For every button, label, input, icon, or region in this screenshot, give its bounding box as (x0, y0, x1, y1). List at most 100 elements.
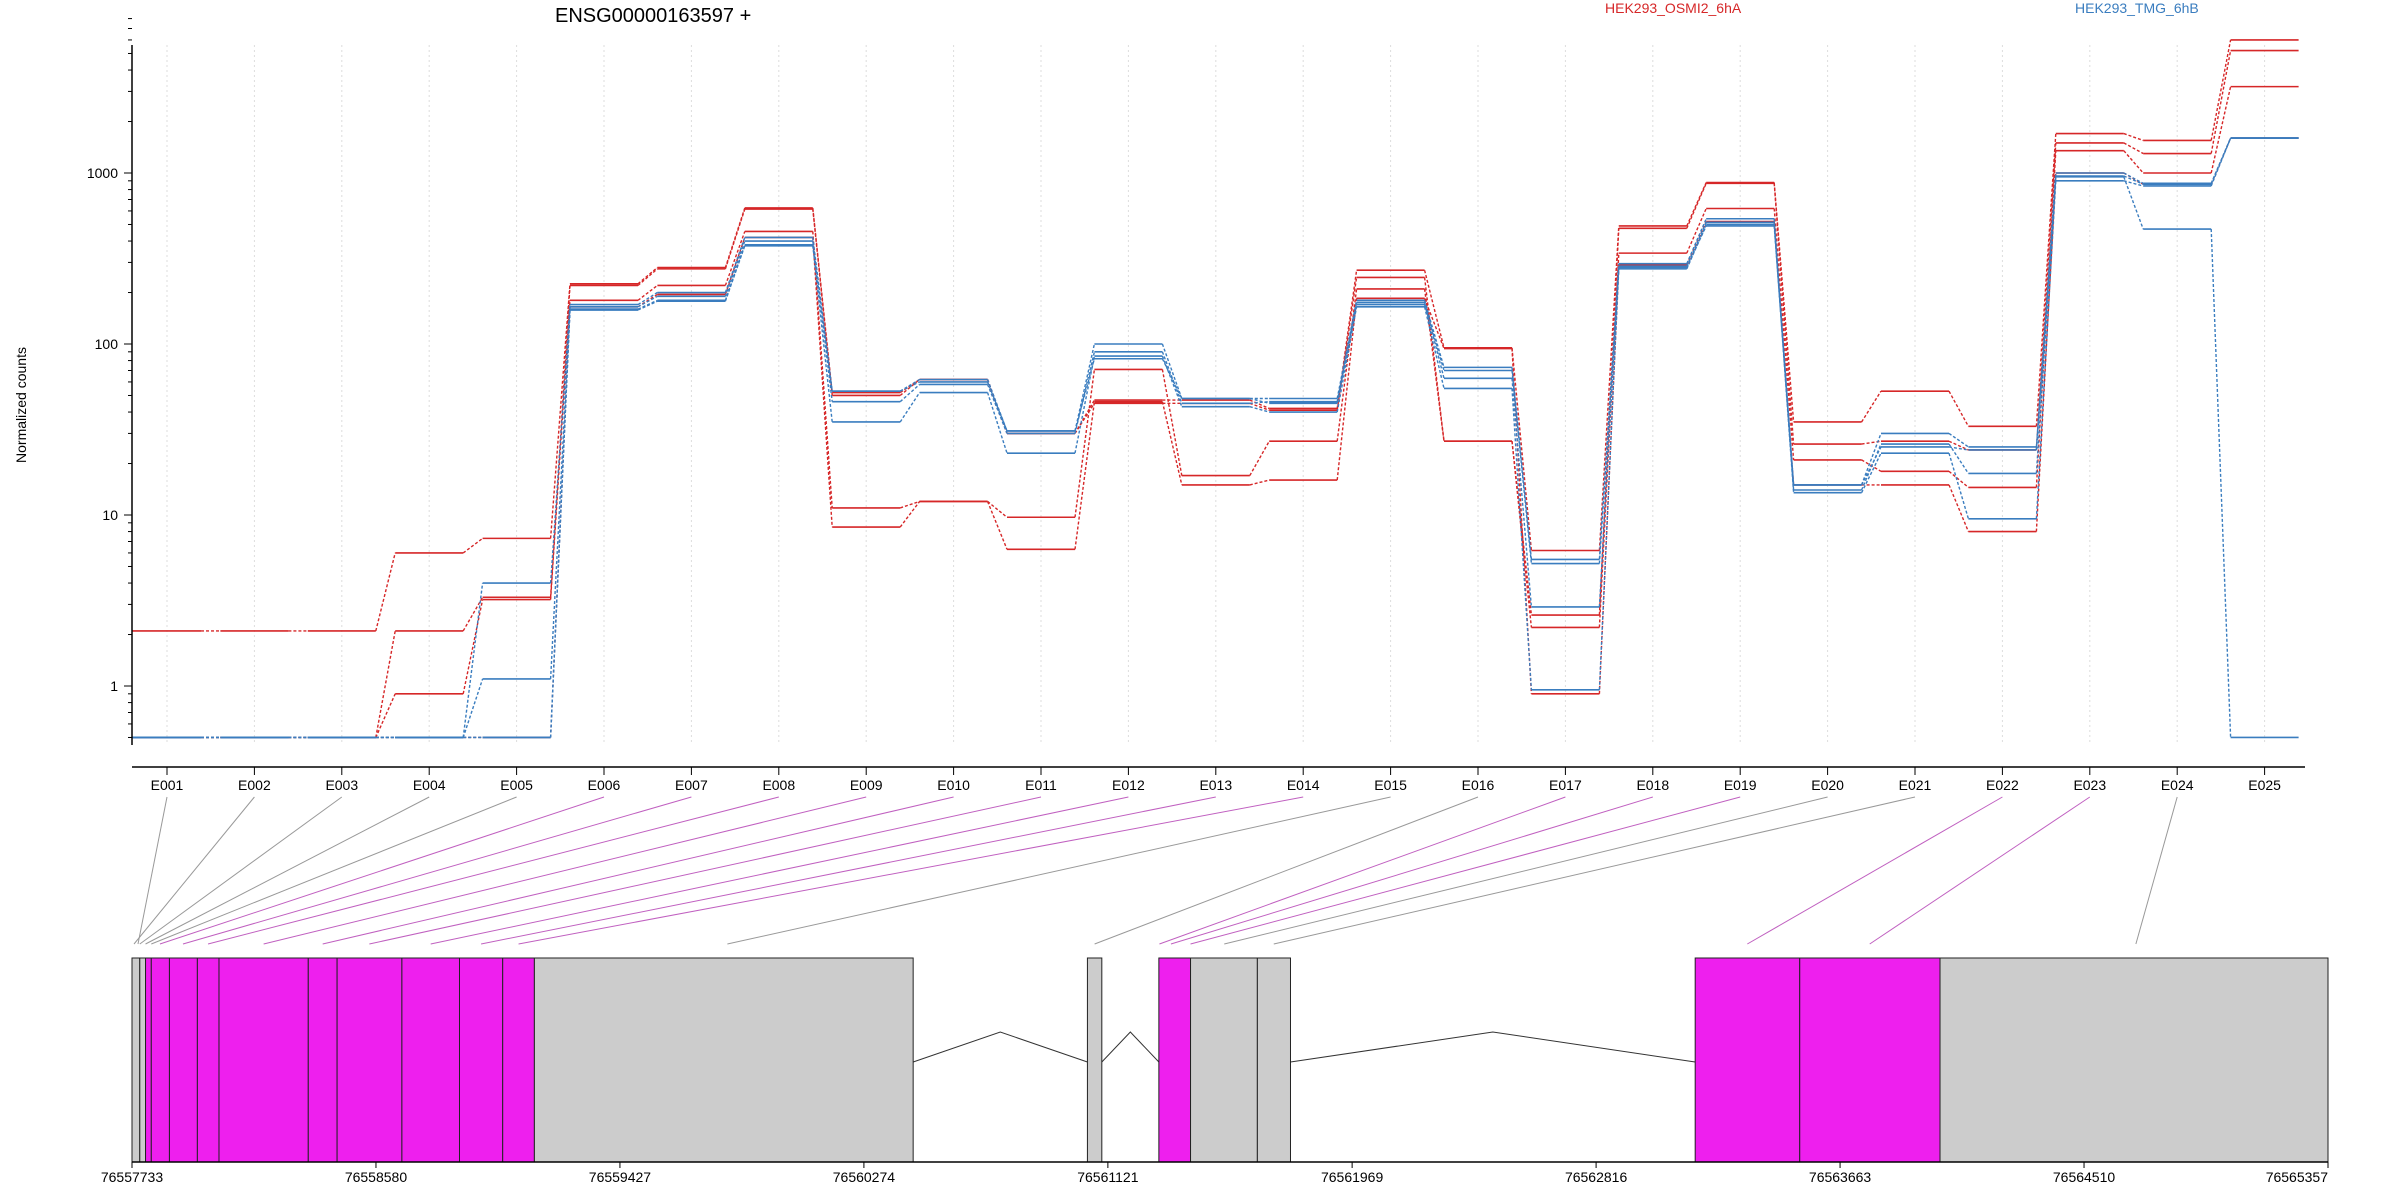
gene-model (131, 957, 2329, 1163)
coord-tick-label: 76561969 (1321, 1169, 1384, 1185)
exon-block (1158, 957, 1192, 1163)
series-connector (1598, 268, 1620, 690)
exon-link (182, 796, 692, 945)
exon-link (369, 796, 1042, 945)
intron-line (912, 1031, 1088, 1063)
x-tick-label: E006 (588, 777, 621, 793)
exon-block (502, 957, 535, 1163)
series-6 (132, 137, 2299, 739)
series-connector (1336, 288, 1358, 442)
exon-block (145, 957, 152, 1163)
series-connector (724, 231, 746, 286)
series-connector (1686, 208, 1707, 254)
series-connector (1074, 358, 1096, 432)
series-connector (2123, 180, 2144, 187)
exon-block (533, 957, 914, 1163)
exon-block (401, 957, 460, 1163)
series-1 (132, 49, 2299, 739)
x-tick-label: E017 (1549, 777, 1582, 793)
intron-line (1290, 1031, 1696, 1063)
series-connector (987, 500, 1008, 518)
exon-link (207, 796, 779, 945)
series-connector (899, 383, 921, 403)
x-tick-label: E022 (1986, 777, 2019, 793)
exon-link (1159, 796, 1566, 945)
x-tick-label: E018 (1636, 777, 1669, 793)
exon-block (150, 957, 170, 1163)
exon-block (1694, 957, 1801, 1163)
series-connector (986, 392, 1008, 454)
series-connector (1423, 306, 1445, 389)
exon-block (131, 957, 141, 1163)
series-connector (1423, 302, 1445, 379)
series-connector (1249, 402, 1270, 411)
series-connector (899, 501, 921, 528)
exon-link (133, 796, 255, 945)
y-tick-label: 10 (102, 507, 118, 523)
series-connector (1249, 406, 1270, 413)
series-connector (1074, 402, 1095, 434)
series-connector (1423, 304, 1445, 371)
series-connector (1074, 351, 1096, 434)
x-tick-label: E008 (762, 777, 795, 793)
series-connector (1948, 484, 1970, 532)
series-connector (986, 501, 1008, 550)
series-connector (375, 630, 396, 738)
series-connector (637, 295, 658, 308)
series-connector (462, 678, 484, 738)
series-connector (549, 309, 571, 738)
exon-block (139, 957, 147, 1163)
series-connector (1948, 432, 1969, 448)
series-connector (1948, 446, 1969, 451)
series-connector (2035, 176, 2057, 451)
series-connector (899, 378, 920, 392)
series-connector (637, 293, 658, 308)
x-axis: E001 E002 E003 E004 E005 E006 E007 E008 E009 E010… (132, 766, 2305, 793)
legend-entry-tmg: HEK293_TMG_6hB (2075, 0, 2199, 16)
coord-tick-label: 76563663 (1809, 1169, 1872, 1185)
series-connector (1860, 446, 1882, 486)
exon-link (1190, 796, 1741, 945)
series-2 (132, 85, 2299, 739)
series-connector (1598, 267, 1620, 564)
x-tick-label: E014 (1287, 777, 1320, 793)
series-connector (1511, 441, 1533, 628)
intron-line (1101, 1031, 1160, 1063)
x-tick-label: E007 (675, 777, 708, 793)
series-connector (462, 537, 484, 554)
x-tick-label: E009 (850, 777, 883, 793)
exon-block (218, 957, 309, 1163)
series-connector (1511, 370, 1533, 564)
series-connector (1948, 470, 1969, 488)
coord-tick-label: 76559427 (589, 1169, 652, 1185)
exon-block (458, 957, 504, 1163)
y-axis-label: Normalized counts (13, 347, 29, 463)
series-3 (132, 137, 2299, 739)
x-tick-label: E005 (500, 777, 533, 793)
series-connector (637, 266, 658, 285)
x-tick-label: E013 (1199, 777, 1232, 793)
series-connector (637, 300, 658, 311)
series-connector (724, 208, 746, 270)
series-connector (724, 240, 746, 297)
series-connector (637, 299, 658, 310)
exon-link (1224, 796, 1828, 945)
series-connector (1598, 266, 1620, 607)
exon-link (430, 796, 1129, 945)
x-tick-label: E004 (413, 777, 446, 793)
series-connector (1860, 433, 1882, 486)
x-tick-label: E019 (1724, 777, 1757, 793)
series-connector (1249, 397, 1270, 404)
series-connector (724, 237, 746, 295)
x-tick-label: E016 (1462, 777, 1495, 793)
x-tick-label: E020 (1811, 777, 1844, 793)
series-connector (1511, 347, 1533, 551)
exon-link (159, 796, 605, 945)
series-connector (2035, 180, 2057, 519)
exon-link (1273, 796, 1916, 945)
y-tick-label: 100 (95, 336, 119, 352)
exon-link (2135, 796, 2178, 945)
exon-link (1170, 796, 1653, 945)
series-connector (1686, 183, 1707, 229)
series-connector (1860, 452, 1882, 494)
